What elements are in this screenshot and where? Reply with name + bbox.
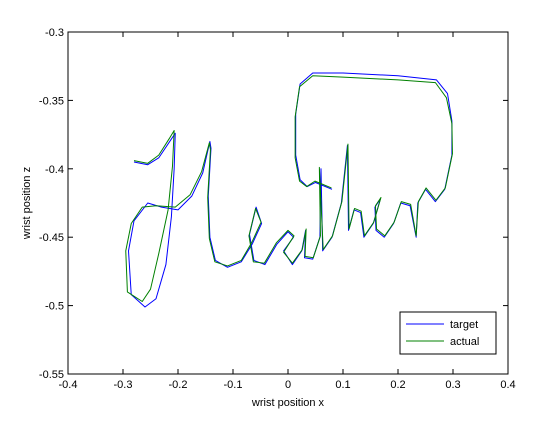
x-axis-label: wrist position x — [251, 397, 325, 409]
x-tick-label: -0.3 — [114, 379, 133, 391]
y-tick-label: -0.45 — [39, 232, 64, 244]
legend-box — [399, 311, 497, 355]
legend-label: target — [450, 319, 478, 331]
x-tick-label: 0.4 — [500, 379, 515, 391]
y-tick-label: -0.55 — [39, 369, 64, 381]
x-tick-label: 0.2 — [390, 379, 405, 391]
x-tick-label: 0 — [285, 379, 291, 391]
x-tick-label: -0.4 — [59, 379, 78, 391]
legend-label: actual — [450, 336, 479, 348]
line-series — [125, 75, 453, 302]
x-tick-label: -0.2 — [169, 379, 188, 391]
y-tick-label: -0.3 — [45, 27, 64, 39]
x-tick-label: -0.1 — [224, 379, 243, 391]
y-tick-label: -0.5 — [45, 301, 64, 313]
y-tick-label: -0.35 — [39, 95, 64, 107]
x-tick-label: 0.3 — [445, 379, 460, 391]
y-axis-label: wrist position z — [21, 167, 33, 240]
x-tick-label: 0.1 — [335, 379, 350, 391]
y-tick-label: -0.4 — [45, 164, 64, 176]
